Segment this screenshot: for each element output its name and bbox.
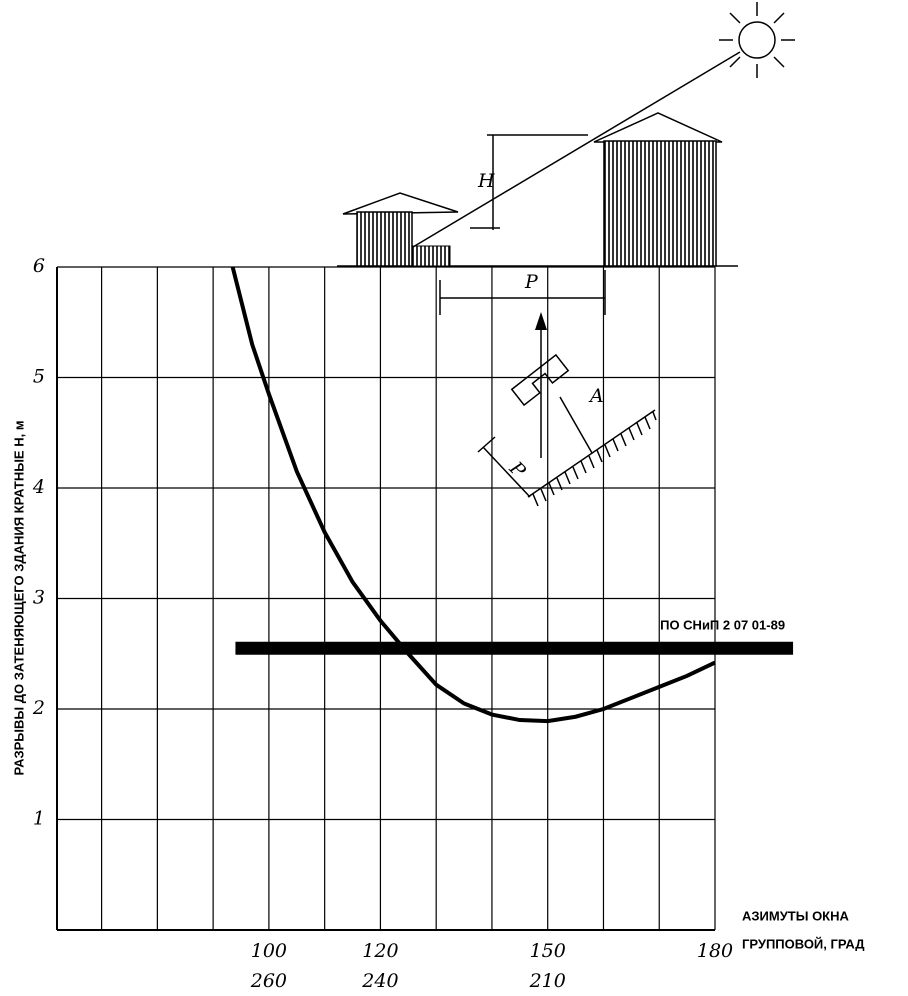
- x-tick-label: 180: [697, 940, 733, 962]
- y-tick-label: 6: [33, 255, 45, 277]
- y-axis-label: РАЗРЫВЫ ДО ЗАТЕНЯЮЩЕГО ЗДАНИЯ КРАТНЫЕ Н,…: [11, 421, 26, 776]
- a-label: A: [588, 385, 604, 407]
- x-tick-label: 150: [530, 940, 566, 962]
- h-label: H: [477, 170, 495, 192]
- x-tick-label: 120: [362, 940, 398, 962]
- p-label: P: [524, 271, 539, 293]
- y-tick-label: 5: [33, 366, 45, 388]
- x2-tick-label: 260: [250, 970, 287, 992]
- x-tick-label: 100: [251, 940, 287, 962]
- x2-tick-label: 240: [361, 970, 398, 992]
- x-axis-label: АЗИМУТЫ ОКНА: [742, 908, 850, 923]
- y-tick-label: 1: [33, 808, 45, 830]
- chart: H P A P РАЗРЫВЫ ДО ЗАТЕНЯЮЩЕГО ЗДАНИЯ КР…: [0, 0, 908, 996]
- y-tick-label: 4: [32, 476, 45, 498]
- reference-label: ПО СНиП 2 07 01-89: [660, 618, 785, 633]
- y-tick-label: 3: [33, 587, 45, 609]
- x2-tick-label: 210: [529, 970, 566, 992]
- diagram: H P A P: [337, 2, 795, 506]
- y-tick-label: 2: [32, 697, 45, 719]
- x-axis-label: ГРУППОВОЙ, ГРАД: [742, 936, 865, 951]
- p2-label: P: [504, 457, 530, 483]
